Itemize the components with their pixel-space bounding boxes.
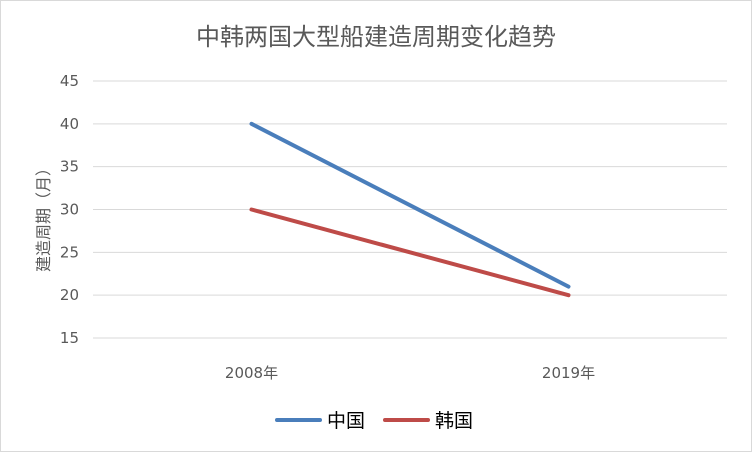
grid-lines <box>93 80 727 339</box>
y-tick-label: 40 <box>60 115 79 133</box>
legend: 中国 韩国 <box>275 410 473 432</box>
chart-title: 中韩两国大型船建造周期变化趋势 <box>196 23 556 51</box>
series-line <box>249 207 571 298</box>
y-tick-label: 15 <box>60 329 79 347</box>
legend-label: 中国 <box>327 410 365 432</box>
y-tick-label: 20 <box>60 286 79 304</box>
y-tick-label: 30 <box>60 201 79 219</box>
y-axis-ticks: 15 20 25 30 35 40 45 <box>60 72 79 347</box>
y-tick-label: 45 <box>60 72 79 90</box>
x-tick-label: 2008年 <box>225 364 278 382</box>
y-tick-label: 25 <box>60 243 79 261</box>
y-axis-label: 建造周期（月） <box>34 160 53 272</box>
series-line <box>249 121 571 289</box>
y-tick-label: 35 <box>60 158 79 176</box>
series-lines <box>249 121 571 298</box>
x-tick-label: 2019年 <box>542 364 595 382</box>
x-axis-ticks: 2008年 2019年 <box>225 364 595 382</box>
legend-label: 韩国 <box>435 410 473 432</box>
